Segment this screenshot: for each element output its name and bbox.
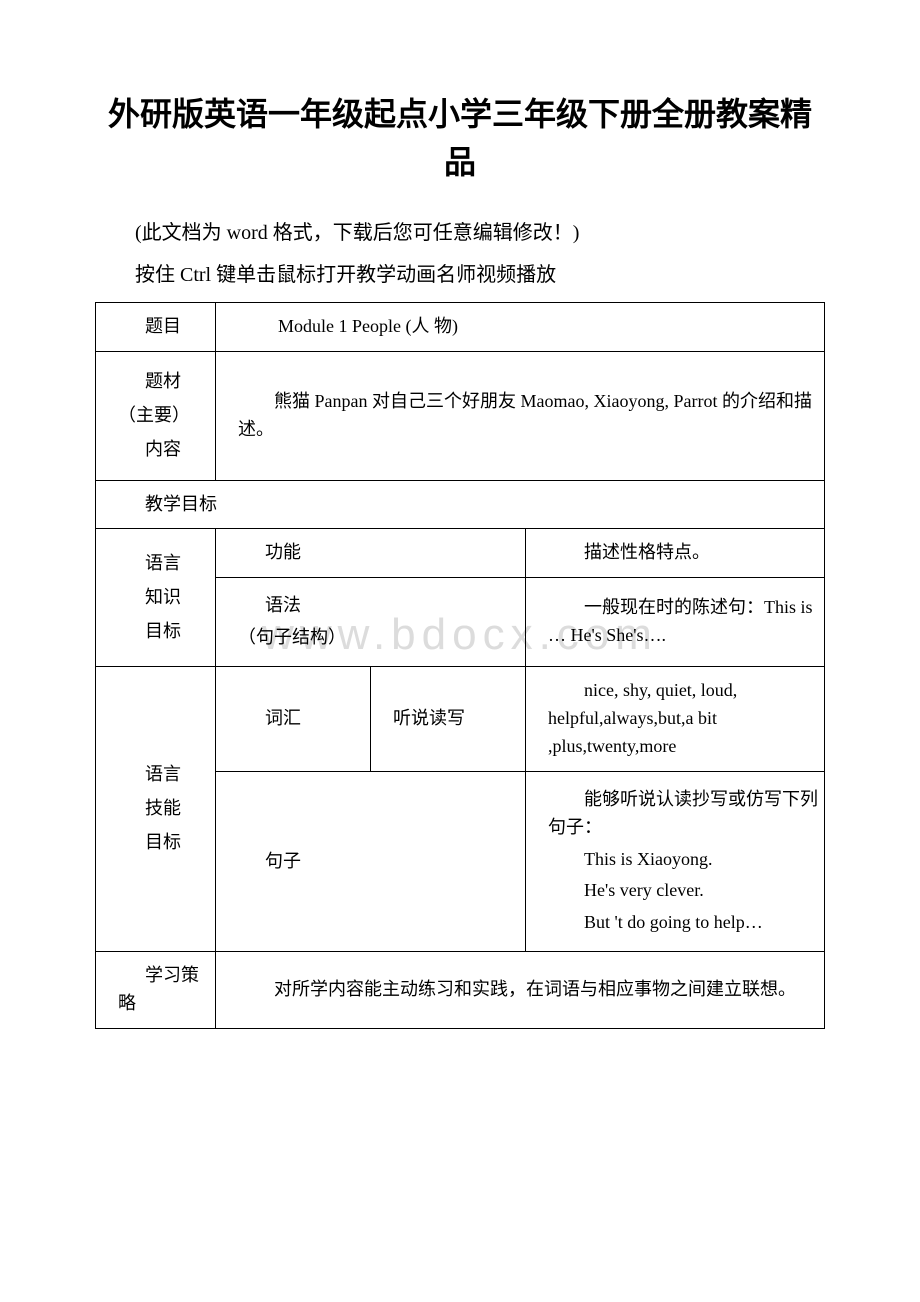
cell-sentence-value: 能够听说认读抄写或仿写下列句子： This is Xiaoyong. He's …	[526, 771, 825, 951]
table-row: 题材 （主要） 内容 熊猫 Panpan 对自己三个好朋友 Maomao, Xi…	[96, 351, 825, 480]
cell-function-label: 功能	[216, 529, 526, 578]
cell-subject-label: 题材 （主要） 内容	[96, 351, 216, 480]
page-title: 外研版英语一年级起点小学三年级下册全册教案精品	[95, 90, 825, 186]
cell-strategy-value: 对所学内容能主动练习和实践，在词语与相应事物之间建立联想。	[216, 952, 825, 1029]
intro-line-2: 按住 Ctrl 键单击鼠标打开教学动画名师视频播放	[95, 256, 825, 294]
cell-grammar-label: 语法 （句子结构）	[216, 578, 526, 667]
cell-objectives-header: 教学目标	[96, 480, 825, 529]
cell-subject-value: 熊猫 Panpan 对自己三个好朋友 Maomao, Xiaoyong, Par…	[216, 351, 825, 480]
cell-grammar-value: 一般现在时的陈述句：This is … He's She's….	[526, 578, 825, 667]
cell-knowledge-label: 语言 知识 目标	[96, 529, 216, 667]
table-row: 学习策略 对所学内容能主动练习和实践，在词语与相应事物之间建立联想。	[96, 952, 825, 1029]
table-row: 语言 技能 目标 词汇 听说读写 nice, shy, quiet, loud,…	[96, 667, 825, 772]
cell-vocab-mode: 听说读写	[371, 667, 526, 772]
cell-function-value: 描述性格特点。	[526, 529, 825, 578]
cell-vocab-label: 词汇	[216, 667, 371, 772]
table-row: 教学目标	[96, 480, 825, 529]
cell-vocab-value: nice, shy, quiet, loud, helpful,always,b…	[526, 667, 825, 772]
table-row: 语言 知识 目标 功能 描述性格特点。	[96, 529, 825, 578]
intro-line-1: (此文档为 word 格式，下载后您可任意编辑修改！)	[95, 214, 825, 252]
curriculum-table: 题目 Module 1 People (人 物) 题材 （主要） 内容 熊猫 P…	[95, 302, 825, 1029]
cell-sentence-label: 句子	[216, 771, 526, 951]
cell-skills-label: 语言 技能 目标	[96, 667, 216, 952]
cell-topic-value: Module 1 People (人 物)	[216, 303, 825, 352]
cell-strategy-label: 学习策略	[96, 952, 216, 1029]
cell-topic-label: 题目	[96, 303, 216, 352]
table-row: 题目 Module 1 People (人 物)	[96, 303, 825, 352]
